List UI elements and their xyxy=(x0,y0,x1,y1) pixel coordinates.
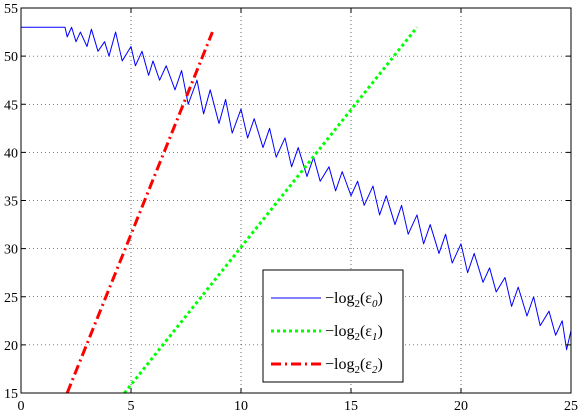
x-tick-label: 5 xyxy=(128,399,135,414)
series-line-2 xyxy=(65,31,214,394)
y-tick-label: 25 xyxy=(4,291,18,306)
y-tick-label: 50 xyxy=(4,50,18,65)
y-tick-label: 55 xyxy=(4,2,18,17)
series-layer xyxy=(21,26,572,394)
x-tick-label: 20 xyxy=(454,399,468,414)
legend-label-0: −log2(ε0) xyxy=(325,290,383,310)
legend-label-1: −log2(ε1) xyxy=(325,323,383,343)
y-tick-label: 30 xyxy=(4,243,18,258)
y-tick-label: 35 xyxy=(4,195,18,210)
y-tick-label: 15 xyxy=(4,387,18,402)
y-tick-label: 20 xyxy=(4,339,18,354)
series-line-1 xyxy=(123,26,419,394)
x-tick-label: 25 xyxy=(564,399,578,414)
y-tick-label: 45 xyxy=(4,98,18,113)
x-tick-label: 15 xyxy=(344,399,358,414)
x-tick-label: 0 xyxy=(18,399,25,414)
legend-label-2: −log2(ε2) xyxy=(325,356,383,376)
series-line-0 xyxy=(21,26,572,351)
legend: −log2(ε0) −log2(ε1) −log2(ε2) xyxy=(262,269,404,383)
x-tick-label: 10 xyxy=(234,399,248,414)
y-tick-label: 40 xyxy=(4,146,18,161)
ticks: 0 5 10 15 20 25 15 20 25 30 35 40 45 50 55 xyxy=(4,2,578,414)
